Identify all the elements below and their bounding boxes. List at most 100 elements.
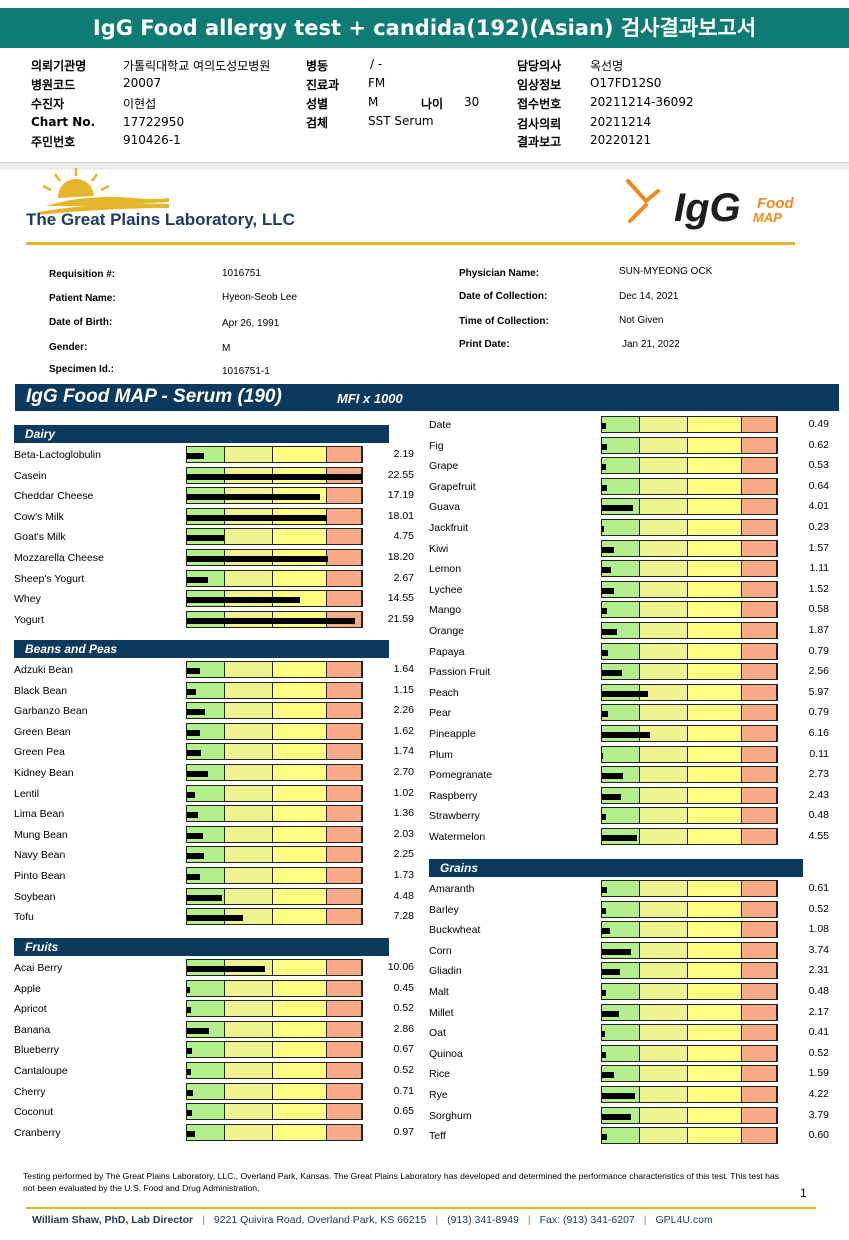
result-bar (186, 908, 363, 926)
result-fill (602, 546, 615, 553)
result-fill (187, 812, 198, 819)
result-bar (601, 416, 778, 433)
result-bar (186, 1082, 363, 1100)
result-bar (601, 539, 778, 557)
food-name: Casein (14, 469, 47, 482)
result-fill (187, 1110, 193, 1117)
result-fill (602, 907, 607, 914)
food-row: Mozzarella Cheese 18.20 (14, 548, 414, 568)
food-name: Pomegranate (429, 769, 493, 782)
kr-label: 검체 (306, 116, 329, 130)
brand-food: Food (757, 195, 794, 212)
food-row: Millet 2.17 (429, 1003, 829, 1023)
result-bar (186, 702, 363, 720)
disclaimer: Testing performed by The Great Plains La… (23, 1171, 780, 1193)
kr-label: 검사의뢰 (517, 117, 562, 131)
result-value: 0.52 (393, 1064, 414, 1076)
result-fill (187, 709, 205, 716)
result-fill (602, 1134, 607, 1141)
food-name: Guava (429, 501, 460, 514)
result-value: 0.97 (393, 1125, 414, 1138)
result-value: 2.26 (393, 704, 414, 717)
food-name: Black Bean (14, 684, 68, 697)
lab-name: The Great Plains Laboratory, LLC (26, 210, 295, 229)
result-value: 0.48 (808, 809, 829, 822)
result-fill (602, 1051, 607, 1058)
result-value: 4.75 (393, 530, 414, 543)
food-name: Raspberry (429, 789, 478, 802)
result-value: 0.60 (808, 1129, 829, 1142)
header-divider (0, 162, 849, 170)
food-row: Goat's Milk 4.75 (14, 527, 414, 547)
result-value: 1.62 (393, 724, 414, 737)
result-value: 14.55 (387, 592, 414, 605)
food-name: Corn (429, 944, 452, 957)
header-rule (26, 242, 795, 245)
food-name: Navy Bean (14, 849, 66, 862)
results-unit: MFI x 1000 (337, 391, 403, 406)
result-value: 0.23 (808, 521, 829, 533)
food-name: Oat (429, 1027, 446, 1040)
food-row: Raspberry 2.43 (429, 786, 829, 806)
result-value: 2.31 (808, 964, 829, 977)
food-row: Beta-Lactoglobulin 2.19 (14, 445, 414, 465)
result-bar (601, 580, 778, 598)
food-row: Jackfruit 0.23 (429, 518, 829, 538)
result-value: 2.43 (808, 788, 829, 801)
result-value: 5.97 (808, 685, 829, 698)
kr-label: 수진자 (31, 97, 65, 111)
footer-website: GPL4U.com (655, 1214, 713, 1226)
food-row: Tofu 7.28 (14, 907, 414, 927)
result-value: 2.19 (393, 448, 414, 460)
result-bar (186, 681, 363, 699)
kr-label: 성별 (306, 97, 329, 111)
result-bar (186, 887, 363, 905)
result-bar (186, 805, 363, 823)
result-fill (602, 464, 607, 471)
food-row: Papaya 0.79 (429, 642, 829, 662)
result-bar (601, 1044, 778, 1062)
result-bar (186, 1020, 363, 1038)
result-fill (187, 535, 224, 542)
result-value: 2.17 (808, 1005, 829, 1018)
result-value: 2.73 (808, 768, 829, 781)
info-value: Dec 14, 2021 (619, 291, 679, 302)
food-name: Grapefruit (429, 480, 476, 493)
food-name: Millet (429, 1006, 454, 1019)
result-fill (602, 887, 607, 893)
food-name: Lychee (429, 583, 463, 596)
kr-label: 주민번호 (31, 135, 76, 149)
food-row: Green Pea 1.74 (14, 742, 414, 762)
info-value: Jan 21, 2022 (622, 339, 680, 350)
result-value: 1.11 (809, 562, 829, 575)
food-name: Pear (429, 707, 452, 720)
result-fill (187, 576, 208, 583)
result-value: 0.53 (808, 459, 829, 472)
result-fill (602, 608, 607, 615)
result-value: 1.87 (808, 624, 829, 636)
result-fill (187, 894, 222, 901)
result-value: 0.11 (809, 747, 829, 760)
kr-label: 접수번호 (517, 97, 562, 111)
food-row: Corn 3.74 (429, 941, 829, 961)
section-header: Fruits (14, 938, 389, 956)
result-value: 17.19 (387, 489, 414, 502)
result-bar (186, 722, 363, 740)
result-value: 1.57 (808, 541, 829, 554)
result-fill (602, 423, 606, 429)
footer-director: William Shaw, PhD, Lab Director (32, 1214, 194, 1226)
result-bar (601, 560, 778, 578)
food-name: Green Pea (14, 746, 65, 759)
food-name: Sheep's Yogurt (14, 572, 85, 585)
food-row: Cheddar Cheese 17.19 (14, 486, 414, 506)
result-value: 1.59 (808, 1067, 829, 1080)
result-fill (602, 990, 606, 996)
info-value: Not Given (619, 315, 664, 326)
result-bar (601, 477, 778, 495)
food-name: Whey (14, 593, 41, 606)
food-name: Banana (14, 1023, 51, 1036)
result-bar (186, 590, 363, 608)
info-value: 1016751-1 (222, 366, 270, 377)
result-fill (602, 948, 632, 955)
food-name: Goat's Milk (14, 531, 66, 544)
